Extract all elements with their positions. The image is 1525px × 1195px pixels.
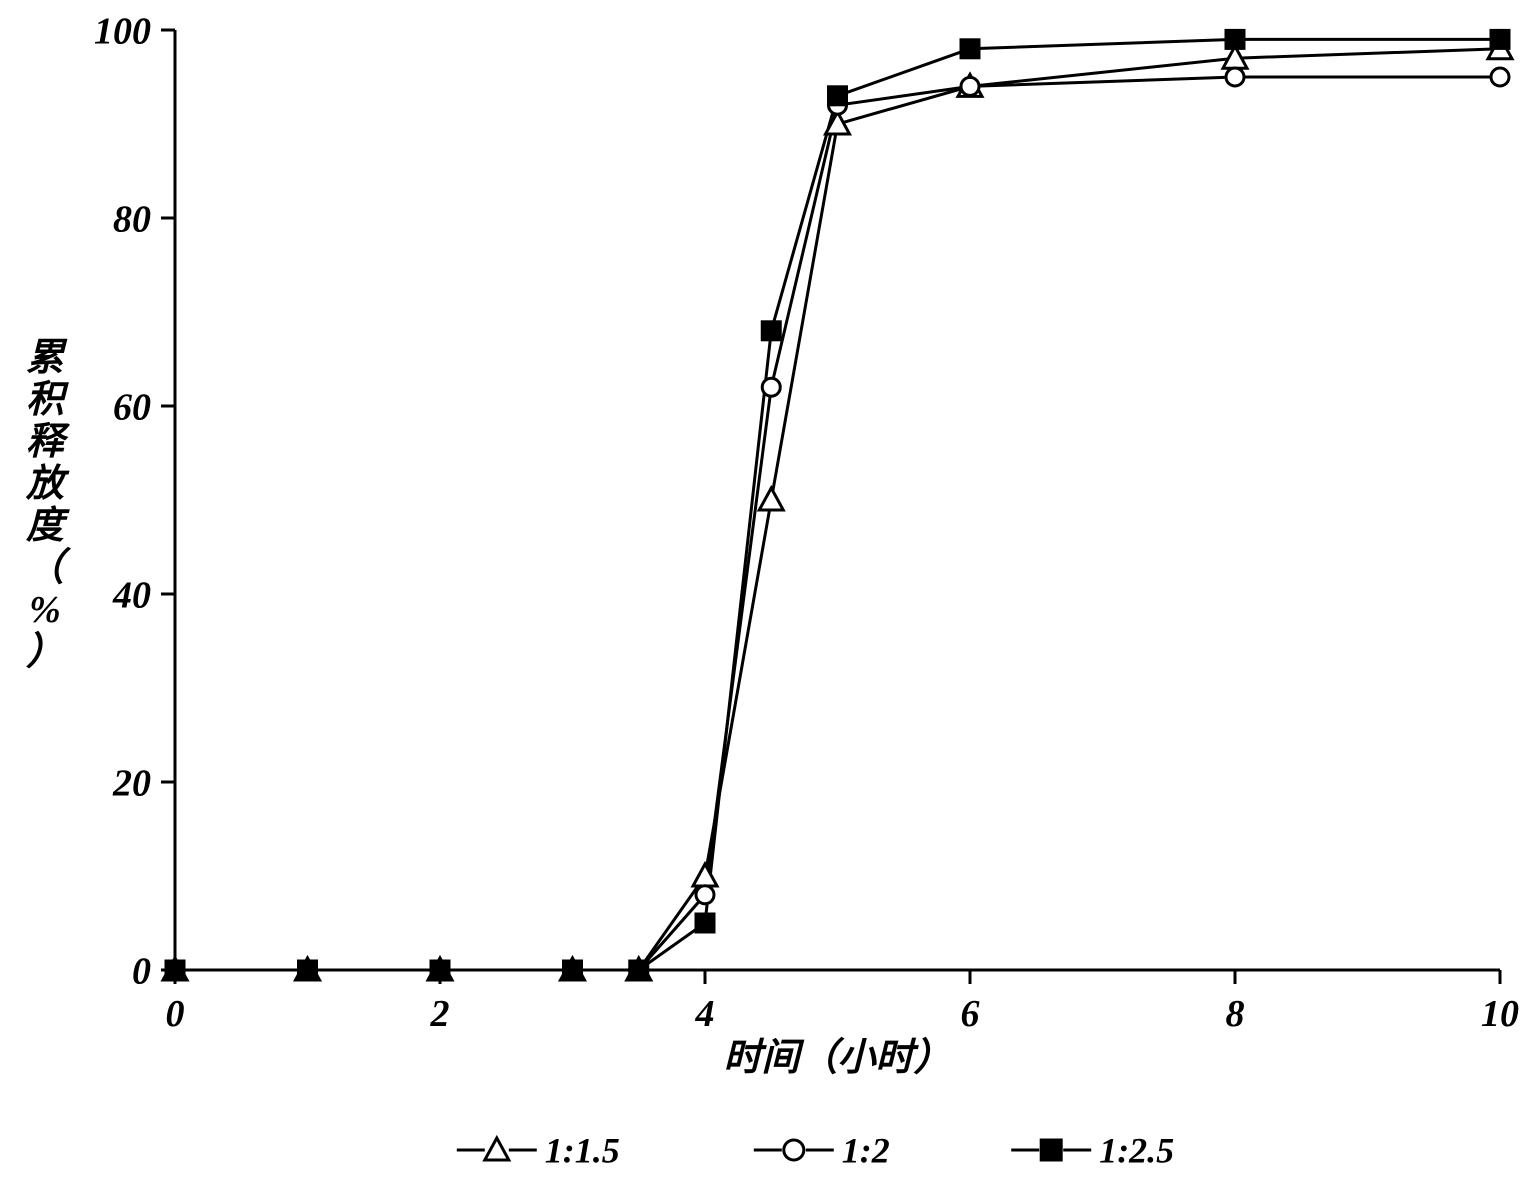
x-tick-label: 2 <box>430 993 450 1035</box>
y-tick-label: 40 <box>112 574 151 616</box>
legend-label: 1:2 <box>842 1131 890 1171</box>
legend-label: 1:1.5 <box>545 1131 620 1171</box>
x-tick-label: 6 <box>961 993 980 1035</box>
y-axis-label-char: 积 <box>26 379 69 421</box>
legend-label: 1:2.5 <box>1099 1131 1174 1171</box>
y-axis-label-char: 累 <box>26 337 68 379</box>
y-axis-label-char: 释 <box>26 421 70 463</box>
y-axis-label-char: ） <box>26 630 64 673</box>
x-tick-label: 4 <box>695 993 715 1035</box>
y-tick-label: 60 <box>113 386 151 428</box>
x-tick-label: 10 <box>1481 993 1519 1035</box>
y-axis-label-char: 放 <box>25 463 70 505</box>
y-tick-label: 80 <box>113 198 151 240</box>
y-axis-label-char: % <box>29 589 61 631</box>
release-chart: 0204060801000246810时间（小时）累积释放度（%）1:1.51:… <box>0 0 1525 1195</box>
y-tick-label: 20 <box>112 762 151 804</box>
chart-svg: 0204060801000246810时间（小时）累积释放度（%）1:1.51:… <box>0 0 1525 1195</box>
y-axis-label-char: 度 <box>25 505 70 547</box>
x-tick-label: 8 <box>1226 993 1245 1035</box>
x-tick-label: 0 <box>166 993 185 1035</box>
y-tick-label: 0 <box>132 950 151 992</box>
x-axis-label: 时间（小时） <box>723 1036 951 1079</box>
y-tick-label: 100 <box>94 10 151 52</box>
